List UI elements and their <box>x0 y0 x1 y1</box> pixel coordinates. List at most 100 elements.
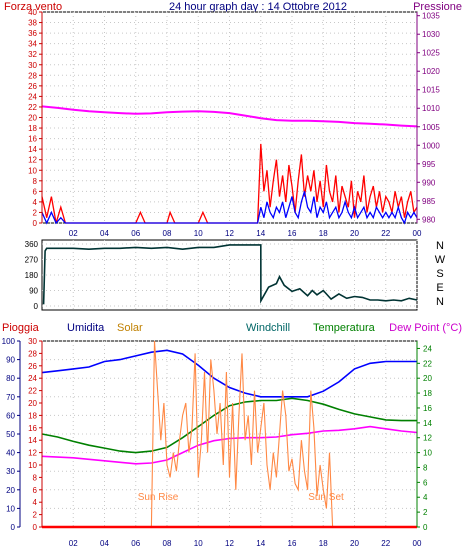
pressure-tick-label: 995 <box>422 160 436 169</box>
climate-panel-x-ticks: 02 04 06 08 10 12 14 16 18 20 22 00 <box>69 539 422 548</box>
wind-direction-line <box>42 244 418 305</box>
direction-degree-label: 90 <box>29 287 38 296</box>
wind-tick-label: 30 <box>28 61 37 70</box>
solar-tick-label: 0 <box>33 523 38 532</box>
pressure-tick-label: 980 <box>422 215 436 224</box>
solar-tick-label: 26 <box>28 362 37 371</box>
humidity-line <box>41 349 417 398</box>
x-tick-label: 10 <box>194 539 203 548</box>
x-tick-label: 00 <box>413 539 422 548</box>
humidity-tick-label: 20 <box>6 486 15 495</box>
humidity-tick-label: 100 <box>2 337 16 346</box>
direction-panel-grid <box>42 240 418 310</box>
legend-solar: Solar <box>117 322 143 334</box>
humidity-tick-label: 70 <box>6 393 15 402</box>
dewpoint-tick-label: 10 <box>423 449 432 458</box>
x-tick-label: 02 <box>69 229 78 238</box>
wind-panel-grid <box>42 11 418 224</box>
pressure-line <box>41 105 418 128</box>
direction-series <box>42 244 418 305</box>
solar-line <box>150 340 336 528</box>
x-tick-label: 08 <box>163 539 172 548</box>
compass-label: S <box>436 268 443 280</box>
x-tick-label: 06 <box>131 229 140 238</box>
dewpoint-tick-label: 16 <box>423 404 432 413</box>
pressure-tick-label: 1030 <box>422 30 440 39</box>
wind-panel-x-ticks: 02 04 06 08 10 12 14 16 18 20 22 00 <box>69 229 422 238</box>
solar-tick-label: 22 <box>28 387 37 396</box>
x-tick-label: 18 <box>319 229 328 238</box>
wind-tick-label: 24 <box>28 92 37 101</box>
direction-degree-label: 0 <box>34 302 39 311</box>
wind-tick-label: 6 <box>33 187 38 196</box>
dewpoint-tick-label: 14 <box>423 419 432 428</box>
wind-tick-label: 28 <box>28 71 37 80</box>
dewpoint-tick-label: 18 <box>423 389 432 398</box>
x-tick-label: 18 <box>319 539 328 548</box>
solar-tick-label: 30 <box>28 337 37 346</box>
wind-tick-label: 38 <box>28 19 37 28</box>
pressure-tick-label: 1005 <box>422 123 440 132</box>
dewpoint-tick-label: 24 <box>423 344 432 353</box>
solar-tick-label: 24 <box>28 374 37 383</box>
solar-tick-label: 18 <box>28 411 37 420</box>
wind-tick-label: 0 <box>33 219 38 228</box>
pressure-tick-label: 1025 <box>422 49 440 58</box>
legend-pioggia: Pioggia <box>2 322 40 334</box>
wind-tick-label: 12 <box>28 156 37 165</box>
x-tick-label: 14 <box>256 539 265 548</box>
solar-tick-label: 8 <box>33 473 38 482</box>
sun-rise-annotation: Sun Rise <box>138 492 179 503</box>
x-tick-label: 12 <box>225 229 234 238</box>
humidity-tick-label: 0 <box>11 523 16 532</box>
wind-tick-label: 16 <box>28 135 37 144</box>
solar-tick-label: 12 <box>28 449 37 458</box>
dew-point-line <box>41 425 418 465</box>
solar-tick-label: 20 <box>28 399 37 408</box>
solar-tick-label: 4 <box>33 498 38 507</box>
wind-tick-label: 18 <box>28 124 37 133</box>
legend-dew-point: Dew Point (°C) <box>389 322 462 334</box>
pressure-tick-label: 1010 <box>422 104 440 113</box>
temperature-line <box>41 397 417 454</box>
wind-tick-label: 2 <box>33 208 38 217</box>
wind-tick-label: 40 <box>28 8 37 17</box>
humidity-tick-label: 10 <box>6 504 15 513</box>
humidity-axis-ticks: 0 10 20 30 40 50 60 70 80 90 100 <box>2 337 20 532</box>
x-tick-label: 04 <box>100 539 109 548</box>
wind-tick-label: 36 <box>28 29 37 38</box>
solar-tick-label: 14 <box>28 436 37 445</box>
pressure-tick-label: 1000 <box>422 141 440 150</box>
chart-title: 24 hour graph day : 14 Ottobre 2012 <box>169 1 347 13</box>
wind-tick-label: 34 <box>28 40 37 49</box>
legend-temperatura: Temperatura <box>313 322 376 334</box>
wind-tick-label: 22 <box>28 103 37 112</box>
x-tick-label: 22 <box>381 539 390 548</box>
dewpoint-tick-label: 22 <box>423 359 432 368</box>
wind-tick-label: 14 <box>28 145 37 154</box>
pressure-tick-label: 990 <box>422 178 436 187</box>
wind-tick-label: 4 <box>33 198 38 207</box>
wind-tick-label: 8 <box>33 177 38 186</box>
dewpoint-tick-label: 20 <box>423 374 432 383</box>
x-tick-label: 16 <box>288 229 297 238</box>
wind-tick-label: 10 <box>28 166 37 175</box>
solar-tick-label: 16 <box>28 424 37 433</box>
wind-tick-label: 32 <box>28 50 37 59</box>
wind-pressure-series <box>41 105 418 225</box>
climate-legend: Pioggia Umidita Solar Windchill Temperat… <box>2 322 462 334</box>
x-tick-label: 10 <box>194 229 203 238</box>
x-tick-label: 14 <box>256 229 265 238</box>
solar-tick-label: 28 <box>28 349 37 358</box>
dewpoint-tick-label: 8 <box>423 463 428 472</box>
sun-set-annotation: Sun Set <box>308 492 344 503</box>
x-tick-label: 20 <box>350 229 359 238</box>
direction-degree-label: 270 <box>25 256 39 265</box>
pressure-axis-ticks: 980 985 990 995 1000 1005 1010 1015 1020 1025 1030… <box>417 12 440 224</box>
